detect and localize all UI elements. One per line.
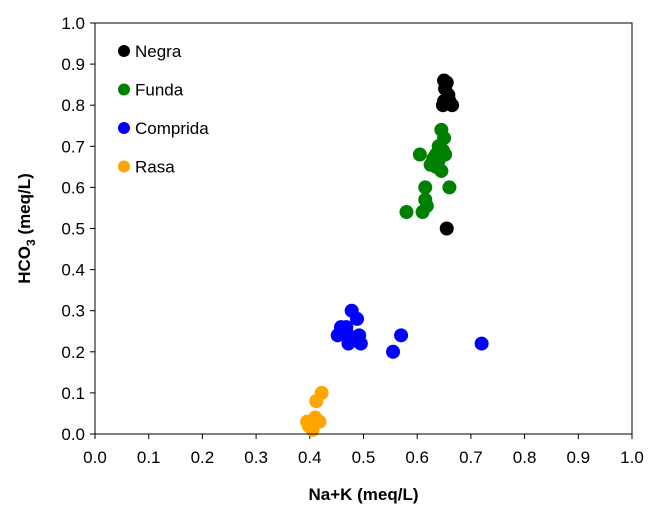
x-tick-label: 0.2: [191, 448, 215, 467]
data-point-rasa: [309, 394, 324, 409]
axis-ticks: [90, 22, 633, 439]
x-tick-label: 0.9: [566, 448, 590, 467]
y-axis-label-main: HCO: [15, 246, 34, 284]
data-point-comprida: [350, 311, 365, 326]
x-tick-label: 1.0: [620, 448, 644, 467]
y-tick-label: 0.4: [61, 261, 85, 280]
legend-label-comprida: Comprida: [135, 119, 209, 138]
data-point-comprida: [394, 328, 409, 343]
data-point-comprida: [386, 344, 401, 359]
y-tick-label: 0.1: [61, 384, 85, 403]
data-point-rasa: [301, 418, 316, 433]
data-point-comprida: [330, 328, 345, 343]
data-point-funda: [412, 147, 427, 162]
legend-label-negra: Negra: [135, 42, 182, 61]
y-axis-label-subscript: 3: [24, 239, 38, 246]
data-point-funda: [434, 163, 449, 178]
x-tick-label: 0.3: [244, 448, 268, 467]
legend-marker-funda: [118, 83, 130, 96]
x-tick-label: 0.6: [405, 448, 429, 467]
data-points: [300, 73, 489, 437]
y-tick-label: 0.2: [61, 343, 85, 362]
legend-marker-negra: [118, 45, 130, 57]
legend-marker-rasa: [118, 160, 130, 173]
y-tick-label: 0.0: [61, 425, 85, 444]
data-point-funda: [418, 180, 433, 195]
data-point-comprida: [341, 336, 356, 351]
x-tick-label: 0.5: [352, 448, 376, 467]
x-tick-label: 0.7: [459, 448, 483, 467]
y-tick-label: 1.0: [61, 14, 85, 33]
x-axis-label: Na+K (meq/L): [308, 485, 418, 504]
y-tick-label: 0.5: [61, 220, 85, 239]
y-axis-label: HCO3 (meq/L): [15, 173, 38, 284]
plot-frame: [94, 22, 633, 435]
axis-tick-labels: 0.0 0.1 0.2 0.3 0.4 0.5 0.6 0.7 0.8 0.9 1.0 0.0 0.1 0…: [61, 14, 643, 467]
legend: Negra Funda Comprida Rasa: [118, 42, 209, 177]
data-point-funda: [399, 205, 414, 220]
y-tick-label: 0.9: [61, 55, 85, 74]
data-point-comprida: [474, 336, 489, 351]
data-point-negra: [445, 98, 460, 113]
y-tick-label: 0.3: [61, 302, 85, 321]
data-point-negra: [439, 221, 454, 236]
y-tick-label: 0.6: [61, 178, 85, 197]
y-tick-label: 0.7: [61, 137, 85, 156]
x-tick-label: 0.8: [513, 448, 537, 467]
x-tick-label: 0.0: [83, 448, 107, 467]
data-point-funda: [442, 180, 457, 195]
legend-label-funda: Funda: [135, 81, 184, 100]
y-axis-label-unit: (meq/L): [15, 173, 34, 239]
x-tick-label: 0.1: [137, 448, 161, 467]
legend-label-rasa: Rasa: [135, 158, 175, 177]
data-point-funda: [415, 205, 430, 220]
x-tick-label: 0.4: [298, 448, 322, 467]
data-point-comprida: [353, 336, 368, 351]
y-tick-label: 0.8: [61, 96, 85, 115]
legend-marker-comprida: [118, 122, 130, 134]
